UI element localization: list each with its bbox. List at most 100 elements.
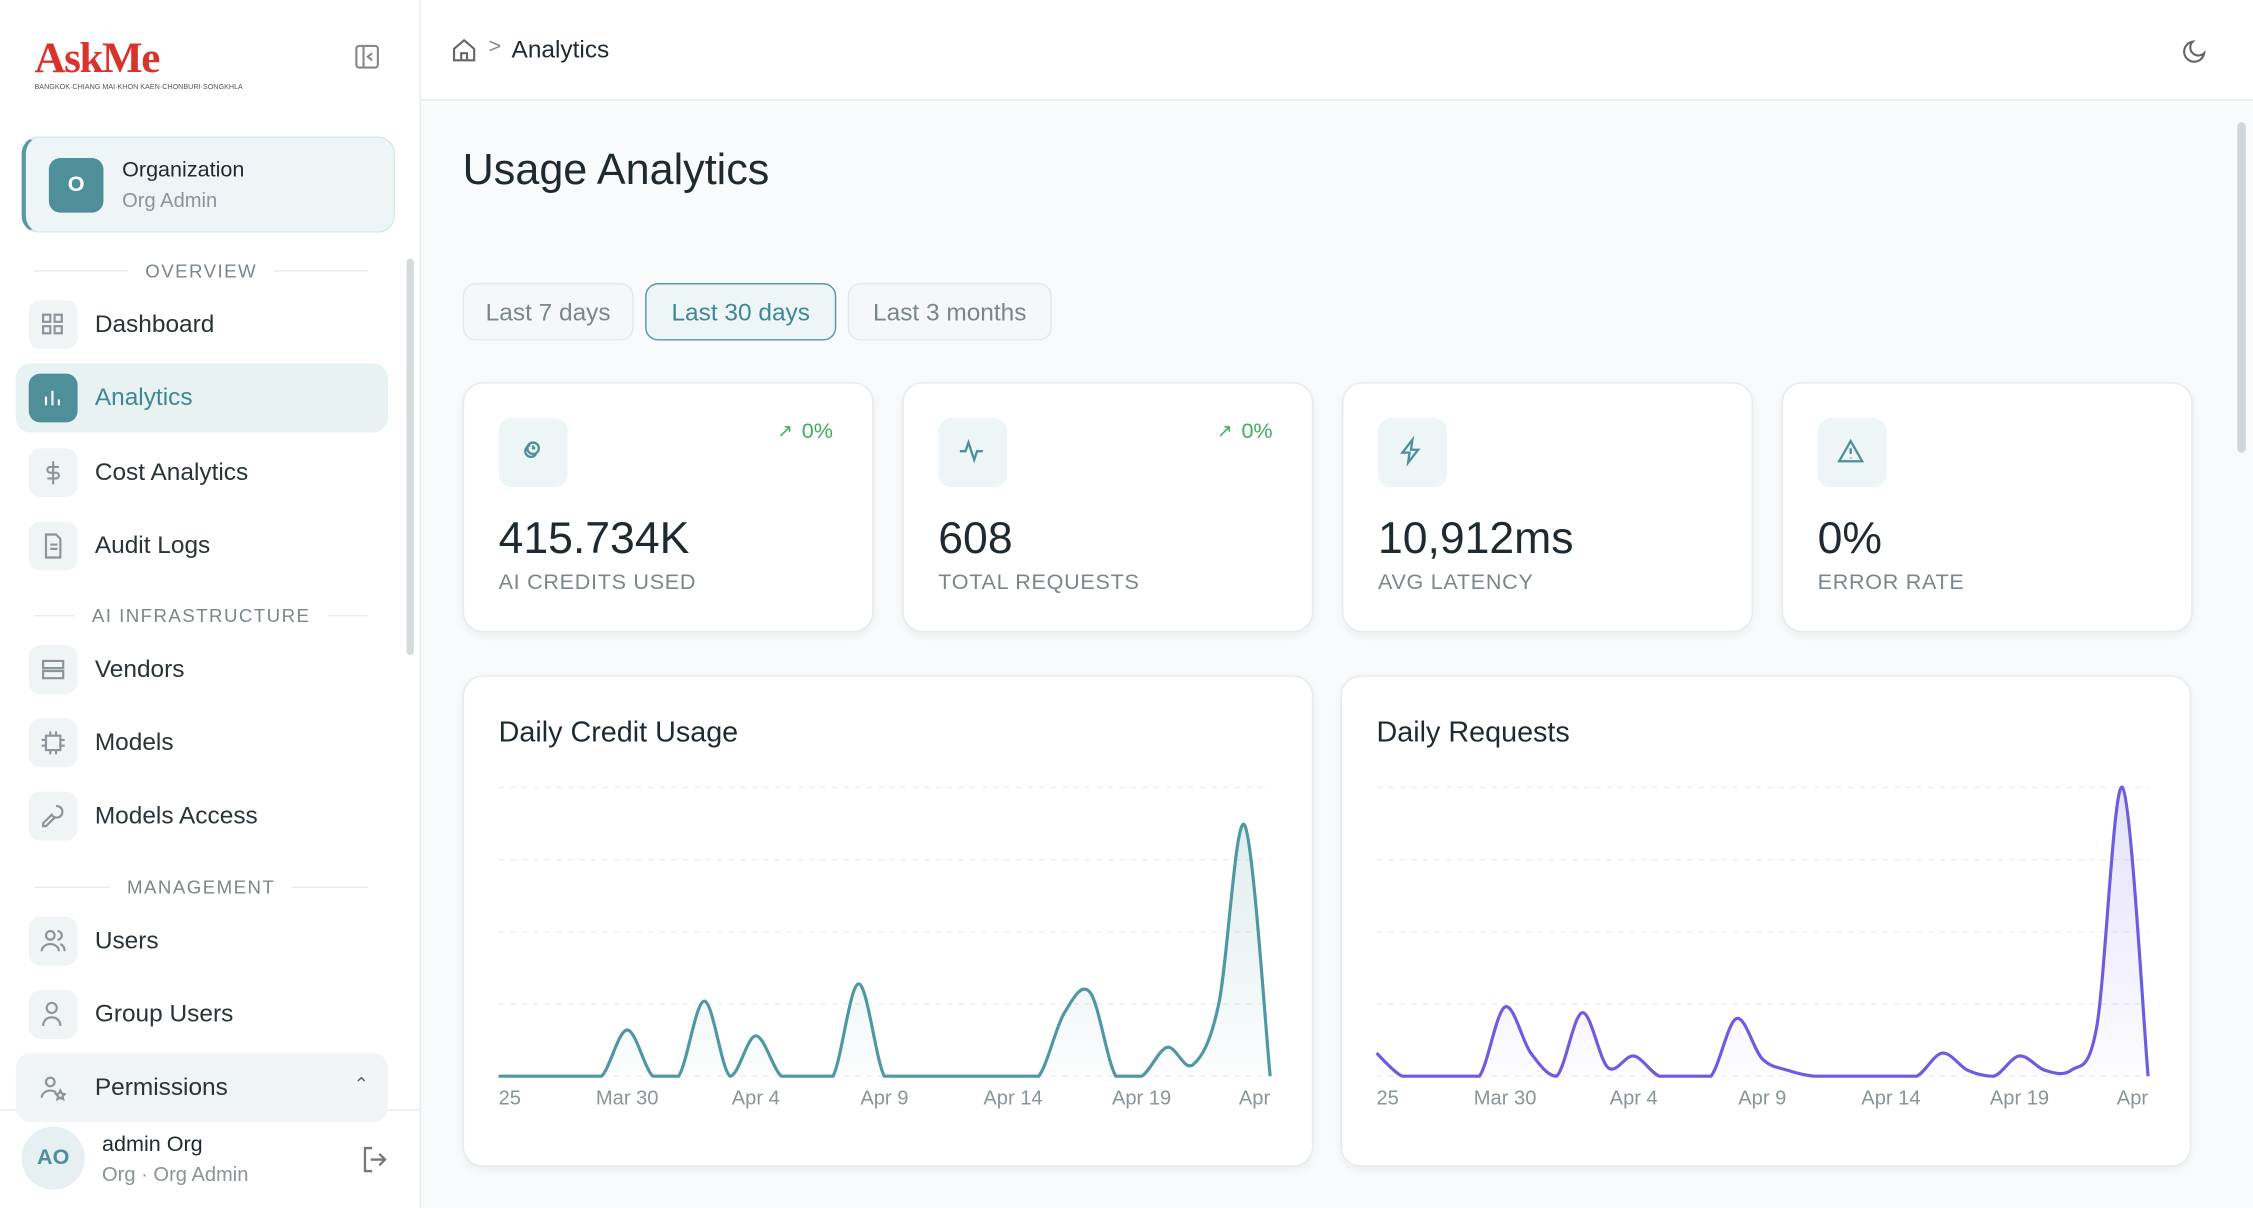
stat-value: 0% bbox=[1817, 512, 1883, 564]
stat-value: 415.734K bbox=[498, 512, 690, 564]
stat-label: AI CREDITS USED bbox=[498, 570, 697, 595]
nav-icon bbox=[42, 1001, 62, 1027]
range-tab[interactable]: Last 30 days bbox=[645, 283, 837, 341]
nav-icon bbox=[41, 731, 65, 755]
section-title: AI INFRASTRUCTURE bbox=[74, 604, 328, 627]
chart: 25 Mar 30 Apr 4 Apr 9 Apr 14 Apr 19 Apr bbox=[1375, 785, 2150, 1110]
nav-icon-path bbox=[44, 533, 62, 559]
x-tick-label: Apr bbox=[1239, 1088, 1271, 1110]
chart: 25 Mar 30 Apr 4 Apr 9 Apr 14 Apr 19 Apr bbox=[498, 786, 1272, 1110]
nav-icon-path bbox=[46, 461, 60, 485]
stat-icon-path bbox=[959, 438, 983, 464]
stat-icon-path bbox=[1837, 438, 1865, 463]
nav-icon-path bbox=[40, 1076, 67, 1102]
org-avatar: O bbox=[48, 158, 104, 213]
stat-value: 10,912ms bbox=[1377, 512, 1574, 564]
stat-icon-box bbox=[1817, 418, 1887, 488]
chart-title: Daily Requests bbox=[1376, 716, 1570, 749]
range-tab[interactable]: Last 3 months bbox=[847, 283, 1052, 341]
chart-title: Daily Credit Usage bbox=[498, 716, 739, 749]
nav-icon-box bbox=[28, 1063, 78, 1113]
trend-arrow: ↗ bbox=[1217, 419, 1233, 442]
x-tick-label: 25 bbox=[1377, 1088, 1399, 1110]
range-tab[interactable]: Last 7 days bbox=[462, 283, 634, 341]
nav-icon-box bbox=[28, 300, 78, 350]
user-name: admin Org bbox=[102, 1132, 203, 1157]
nav-item[interactable]: Analytics bbox=[94, 383, 193, 411]
x-tick-label: 25 bbox=[499, 1088, 521, 1110]
nav-icon-path bbox=[42, 659, 65, 680]
nav-item[interactable]: Users bbox=[94, 926, 159, 955]
logo: AskMe bbox=[34, 34, 160, 82]
stat-icon bbox=[524, 441, 540, 459]
nav-highlight bbox=[15, 1053, 388, 1123]
scrollbar bbox=[406, 258, 414, 656]
x-tick-label: Mar 30 bbox=[596, 1088, 659, 1110]
nav-chevron[interactable]: ⌃ bbox=[353, 1073, 370, 1095]
nav-icon-box bbox=[28, 645, 78, 695]
user-avatar: AO bbox=[21, 1126, 85, 1190]
org-card[interactable] bbox=[21, 136, 396, 233]
org-role: Org Admin bbox=[122, 188, 218, 212]
main-scrollbar bbox=[2237, 122, 2246, 453]
nav-icon-box bbox=[28, 718, 78, 768]
stat-change: 0% bbox=[801, 419, 833, 444]
x-tick-label: Apr 19 bbox=[1990, 1088, 2049, 1110]
nav-icon-path bbox=[42, 313, 63, 335]
nav-icon-path bbox=[42, 1001, 62, 1027]
page-title: Usage Analytics bbox=[462, 146, 770, 194]
nav-icon bbox=[44, 533, 62, 559]
nav-item[interactable]: Cost Analytics bbox=[94, 458, 249, 486]
collapse-icon[interactable] bbox=[355, 44, 381, 71]
x-tick-label: Apr 9 bbox=[1738, 1088, 1786, 1110]
stat-icon bbox=[1400, 435, 1421, 467]
stat-icon-path bbox=[1400, 435, 1421, 467]
nav-icon bbox=[40, 930, 66, 952]
nav-icon bbox=[42, 804, 64, 828]
x-tick-label: Apr 14 bbox=[983, 1088, 1042, 1110]
nav-icon-path bbox=[42, 804, 64, 828]
stat-icon-path bbox=[524, 441, 540, 459]
nav-item[interactable]: Permissions bbox=[94, 1073, 228, 1101]
nav-icon-path bbox=[44, 390, 60, 406]
nav-icon bbox=[42, 659, 65, 680]
stat-label: AVG LATENCY bbox=[1377, 570, 1534, 595]
logo-tagline: BANGKOK·CHIANG MAI·KHON KAEN·CHONBURI·SO… bbox=[34, 83, 243, 92]
sidebar: AskMe BANGKOK·CHIANG MAI·KHON KAEN·CHONB… bbox=[0, 0, 421, 1208]
x-tick-label: Apr bbox=[2117, 1088, 2149, 1110]
nav-item[interactable]: Dashboard bbox=[94, 310, 215, 338]
nav-item[interactable]: Vendors bbox=[94, 655, 185, 683]
x-tick-label: Apr 4 bbox=[1610, 1088, 1658, 1110]
nav-icon-box bbox=[28, 989, 78, 1039]
user-role: Org · Org Admin bbox=[102, 1162, 249, 1186]
nav-icon bbox=[42, 313, 63, 335]
nav-item[interactable]: Models Access bbox=[94, 801, 258, 830]
nav-icon-box bbox=[28, 521, 78, 571]
nav-highlight bbox=[15, 363, 388, 433]
line bbox=[1375, 785, 2150, 1078]
x-tick-label: Apr 19 bbox=[1112, 1088, 1171, 1110]
stat-change: 0% bbox=[1241, 419, 1273, 444]
x-tick-label: Mar 30 bbox=[1474, 1088, 1537, 1110]
header: > Analytics bbox=[420, 0, 2253, 101]
trend-arrow: ↗ bbox=[777, 419, 794, 442]
x-tick-label: Apr 4 bbox=[732, 1088, 780, 1110]
logout-icon[interactable] bbox=[361, 1145, 390, 1174]
chart-card bbox=[1340, 675, 2192, 1167]
nav-item[interactable]: Audit Logs bbox=[94, 531, 211, 559]
section-title: OVERVIEW bbox=[127, 260, 275, 282]
home-icon[interactable] bbox=[451, 37, 477, 63]
nav-icon bbox=[46, 461, 60, 485]
nav-icon-path bbox=[40, 930, 66, 952]
stat-icon-box bbox=[498, 418, 568, 488]
nav-item[interactable]: Models bbox=[94, 728, 174, 756]
stat-icon bbox=[959, 438, 983, 464]
x-tick-label: Apr 14 bbox=[1861, 1088, 1920, 1110]
line bbox=[498, 823, 1272, 1078]
nav-item[interactable]: Group Users bbox=[94, 1000, 234, 1028]
theme-toggle[interactable] bbox=[2183, 37, 2209, 63]
stat-icon-box bbox=[1377, 418, 1447, 488]
stat-label: ERROR RATE bbox=[1817, 570, 1965, 595]
nav-icon bbox=[40, 1076, 67, 1102]
